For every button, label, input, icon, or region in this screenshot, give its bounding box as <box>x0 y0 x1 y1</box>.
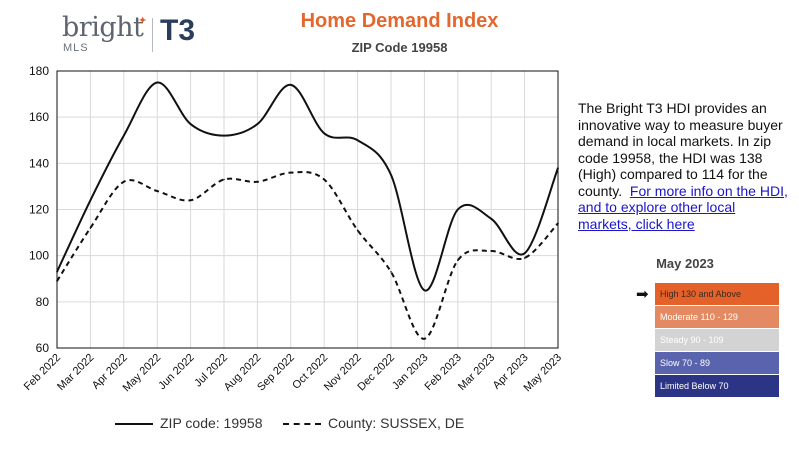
data-point-1-3 <box>156 190 158 192</box>
scale-level-3: Slow 70 - 89 <box>655 352 779 374</box>
data-point-0-5 <box>223 134 225 137</box>
data-point-1-15 <box>557 222 559 225</box>
scale-legend-title: May 2023 <box>656 256 714 271</box>
data-point-1-4 <box>189 199 192 202</box>
data-point-0-4 <box>189 123 192 125</box>
brand-logo: bright ✦ MLS T3 <box>62 12 202 56</box>
legend-zip-label: ZIP code: 19958 <box>160 415 263 431</box>
legend-county-label: County: SUSSEX, DE <box>328 415 465 431</box>
data-point-0-8 <box>323 132 326 135</box>
data-point-1-13 <box>490 250 493 252</box>
y-tick-label-4: 140 <box>29 156 49 170</box>
demand-scale-legend: High 130 and Above Moderate 110 - 129 Stea… <box>655 283 779 398</box>
data-point-0-12 <box>457 208 459 211</box>
data-point-1-6 <box>256 181 259 183</box>
y-tick-label-2: 100 <box>29 249 49 263</box>
data-point-0-15 <box>557 167 559 169</box>
page-title: Home Demand Index <box>300 10 499 32</box>
scale-level-0: High 130 and Above <box>655 283 779 305</box>
logo-divider <box>152 18 153 52</box>
data-point-1-14 <box>523 257 526 259</box>
y-tick-label-0: 60 <box>36 341 50 355</box>
y-tick-label-3: 120 <box>29 203 49 217</box>
data-point-1-7 <box>290 171 292 174</box>
y-tick-label-1: 80 <box>36 295 50 309</box>
data-point-0-10 <box>390 174 392 176</box>
x-tick-label-10: Dec 2022 <box>355 352 397 394</box>
data-point-0-7 <box>290 84 292 86</box>
logo-t3-text: T3 <box>160 14 196 47</box>
logo-bright-text: bright <box>62 12 144 43</box>
series-line-county <box>56 171 559 340</box>
hdi-description: The Bright T3 HDI provides an innovative… <box>578 100 788 232</box>
scale-level-4: Limited Below 70 <box>655 375 779 397</box>
data-point-1-2 <box>123 181 125 183</box>
scale-level-2: Steady 90 - 109 <box>655 329 779 351</box>
logo-mls-text: MLS <box>63 42 89 54</box>
legend-solid-line-swatch <box>115 423 153 425</box>
data-point-0-1 <box>89 199 92 202</box>
data-point-0-13 <box>490 217 493 220</box>
data-point-1-0 <box>56 280 58 282</box>
data-point-0-2 <box>123 134 125 137</box>
description-text: The Bright T3 HDI provides an innovative… <box>578 100 783 199</box>
data-point-0-9 <box>356 139 359 142</box>
more-info-link[interactable]: For more info on the HDI, and to explore… <box>578 182 788 232</box>
current-level-arrow-icon: ➡ <box>636 286 649 303</box>
series-line-zip <box>56 81 559 292</box>
x-tick-label-7: Sep 2022 <box>255 352 297 394</box>
x-tick-label-1: Mar 2022 <box>55 352 96 393</box>
data-point-0-0 <box>56 271 58 273</box>
data-point-1-9 <box>356 229 359 232</box>
legend-dashed-line-swatch <box>283 423 321 425</box>
y-tick-label-6: 180 <box>29 64 49 78</box>
data-point-0-14 <box>523 252 526 255</box>
data-point-1-5 <box>223 178 225 181</box>
data-point-0-6 <box>256 123 259 125</box>
data-point-1-12 <box>457 259 459 262</box>
x-tick-label-4: Jun 2022 <box>156 352 196 392</box>
logo-star-icon: ✦ <box>138 15 148 27</box>
x-tick-label-13: Mar 2023 <box>456 352 497 393</box>
data-point-1-8 <box>323 178 326 181</box>
page-subtitle: ZIP Code 19958 <box>351 40 448 55</box>
plot-frame <box>56 70 559 349</box>
scale-level-1: Moderate 110 - 129 <box>655 306 779 328</box>
data-point-0-11 <box>423 289 426 292</box>
data-point-0-3 <box>156 81 158 84</box>
data-point-1-10 <box>390 271 392 273</box>
y-tick-label-5: 160 <box>29 110 49 124</box>
data-point-1-1 <box>89 227 92 229</box>
data-point-1-11 <box>423 337 426 340</box>
